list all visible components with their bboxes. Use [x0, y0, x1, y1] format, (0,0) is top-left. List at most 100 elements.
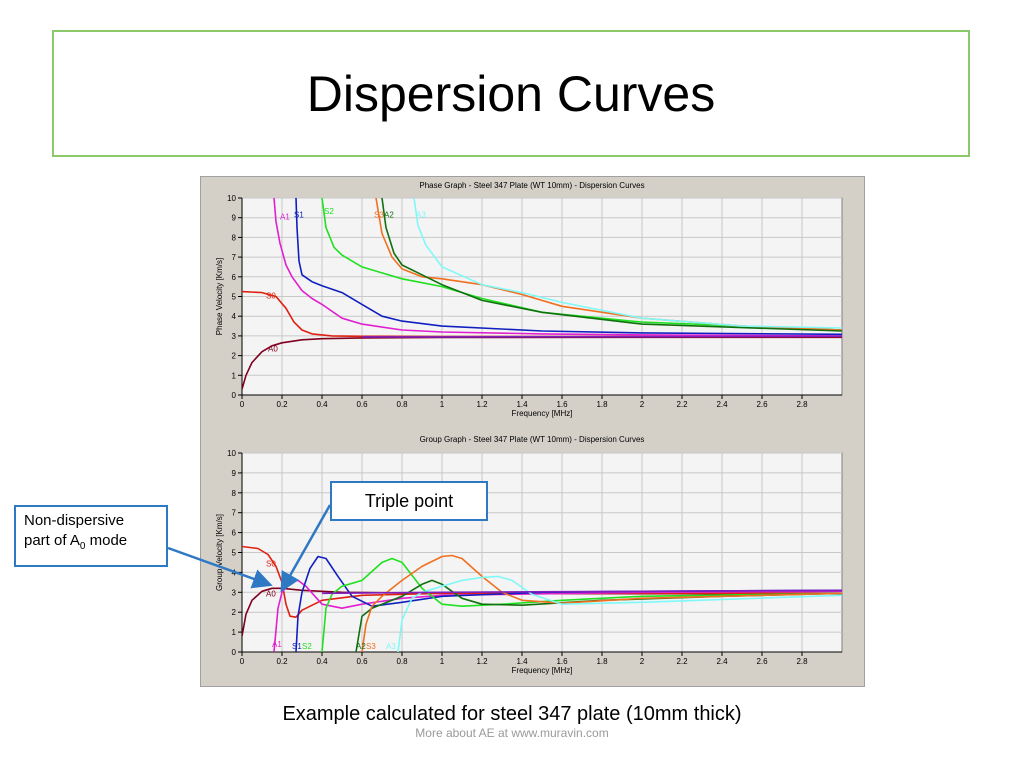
y-tick-label: 7: [232, 253, 237, 262]
x-tick-label: 1.8: [596, 400, 608, 409]
chart-title: Phase Graph - Steel 347 Plate (WT 10mm) …: [419, 181, 644, 190]
series-label-s3: S3: [374, 211, 384, 220]
x-axis-label: Frequency [MHz]: [512, 666, 573, 675]
x-tick-label: 2.2: [676, 400, 688, 409]
title-box: Dispersion Curves: [52, 30, 970, 157]
series-label-a1: A1: [280, 213, 290, 222]
x-tick-label: 2.6: [756, 657, 768, 666]
series-label-a3: A3: [386, 642, 396, 651]
x-tick-label: 2.8: [796, 400, 808, 409]
x-tick-label: 1.2: [476, 400, 488, 409]
x-tick-label: 1.4: [516, 657, 528, 666]
x-tick-label: 0.2: [276, 657, 288, 666]
x-tick-label: 1.2: [476, 657, 488, 666]
x-tick-label: 2: [640, 400, 645, 409]
dispersion-charts-svg: Phase Graph - Steel 347 Plate (WT 10mm) …: [202, 179, 863, 675]
slide-footer: More about AE at www.muravin.com: [415, 726, 609, 740]
non-dispersive-line2-suffix: mode: [85, 532, 128, 549]
series-line-a1: [273, 198, 842, 337]
series-line-s3: [361, 554, 842, 652]
x-tick-label: 1.4: [516, 400, 528, 409]
non-dispersive-line1: Non-dispersive: [24, 512, 125, 529]
y-tick-label: 3: [232, 588, 237, 597]
series-label-a0: A0: [266, 589, 276, 598]
x-tick-label: 0.6: [356, 400, 368, 409]
series-label-a2: A2: [356, 642, 366, 651]
y-tick-label: 4: [232, 312, 237, 321]
non-dispersive-subscript: 0: [79, 541, 86, 552]
y-axis-label: Group Velocity [Km/s]: [215, 514, 224, 591]
y-tick-label: 6: [232, 273, 237, 282]
y-tick-label: 9: [232, 214, 237, 223]
x-tick-label: 2.8: [796, 657, 808, 666]
series-line-a3: [397, 575, 842, 652]
y-tick-label: 8: [232, 489, 237, 498]
slide-caption: Example calculated for steel 347 plate (…: [282, 703, 742, 725]
x-tick-label: 0.8: [396, 657, 408, 666]
y-tick-label: 5: [232, 293, 237, 302]
series-label-s2: S2: [324, 207, 334, 216]
y-tick-label: 1: [232, 371, 237, 380]
x-tick-label: 2.4: [716, 657, 728, 666]
y-tick-label: 1: [232, 628, 237, 637]
y-tick-label: 2: [232, 608, 237, 617]
x-tick-label: 2.2: [676, 657, 688, 666]
y-tick-label: 8: [232, 233, 237, 242]
chart-title: Group Graph - Steel 347 Plate (WT 10mm) …: [420, 435, 645, 444]
x-tick-label: 1: [440, 657, 445, 666]
x-tick-label: 2.6: [756, 400, 768, 409]
chart-panel-group: Group Graph - Steel 347 Plate (WT 10mm) …: [202, 433, 863, 675]
x-axis-label: Frequency [MHz]: [512, 409, 573, 418]
series-label-s3: S3: [366, 642, 376, 651]
chart-title-bar: [202, 433, 863, 444]
x-tick-label: 0.2: [276, 400, 288, 409]
triple-point-callout: Triple point: [330, 481, 488, 521]
series-label-a2: A2: [384, 211, 394, 220]
y-tick-label: 5: [232, 549, 237, 558]
y-tick-label: 4: [232, 568, 237, 577]
series-line-a3: [413, 198, 842, 329]
series-group: [242, 198, 842, 390]
series-label-s1: S1: [292, 642, 302, 651]
y-tick-label: 2: [232, 352, 237, 361]
y-tick-label: 9: [232, 469, 237, 478]
y-axis-label: Phase Velocity [Km/s]: [215, 258, 224, 335]
series-label-s2: S2: [302, 642, 312, 651]
x-tick-label: 1.8: [596, 657, 608, 666]
x-tick-label: 1.6: [556, 400, 568, 409]
y-tick-label: 10: [227, 194, 236, 203]
series-line-a2: [381, 198, 842, 332]
y-tick-label: 10: [227, 449, 236, 458]
triple-point-label: Triple point: [364, 491, 454, 511]
series-label-s0: S0: [266, 559, 276, 568]
series-line-extra: [362, 335, 842, 338]
y-tick-label: 0: [232, 648, 237, 657]
series-line-extra: [321, 589, 842, 595]
series-label-a1: A1: [272, 640, 282, 649]
chart-title-bar: [202, 179, 863, 190]
x-tick-label: 0: [240, 400, 245, 409]
series-label-a0: A0: [268, 345, 278, 354]
y-tick-label: 7: [232, 509, 237, 518]
x-tick-label: 0.4: [316, 657, 328, 666]
x-tick-label: 0: [240, 657, 245, 666]
x-tick-label: 1: [440, 400, 445, 409]
x-tick-label: 1.6: [556, 657, 568, 666]
x-tick-label: 2: [640, 657, 645, 666]
x-tick-label: 2.4: [716, 400, 728, 409]
y-tick-label: 3: [232, 332, 237, 341]
chart-panel-phase: Phase Graph - Steel 347 Plate (WT 10mm) …: [202, 179, 863, 418]
series-line-s1: [295, 198, 842, 336]
non-dispersive-line2: part of A: [24, 532, 80, 549]
slide-title: Dispersion Curves: [306, 65, 716, 122]
y-tick-label: 6: [232, 529, 237, 538]
series-label-s0: S0: [266, 291, 276, 300]
non-dispersive-callout: Non-dispersive part of A0 mode: [14, 505, 168, 567]
x-tick-label: 0.6: [356, 657, 368, 666]
x-tick-label: 0.8: [396, 400, 408, 409]
x-tick-label: 0.4: [316, 400, 328, 409]
y-tick-label: 0: [232, 391, 237, 400]
series-label-a3: A3: [416, 211, 426, 220]
series-label-s1: S1: [294, 211, 304, 220]
dispersion-figure: Phase Graph - Steel 347 Plate (WT 10mm) …: [200, 176, 865, 687]
